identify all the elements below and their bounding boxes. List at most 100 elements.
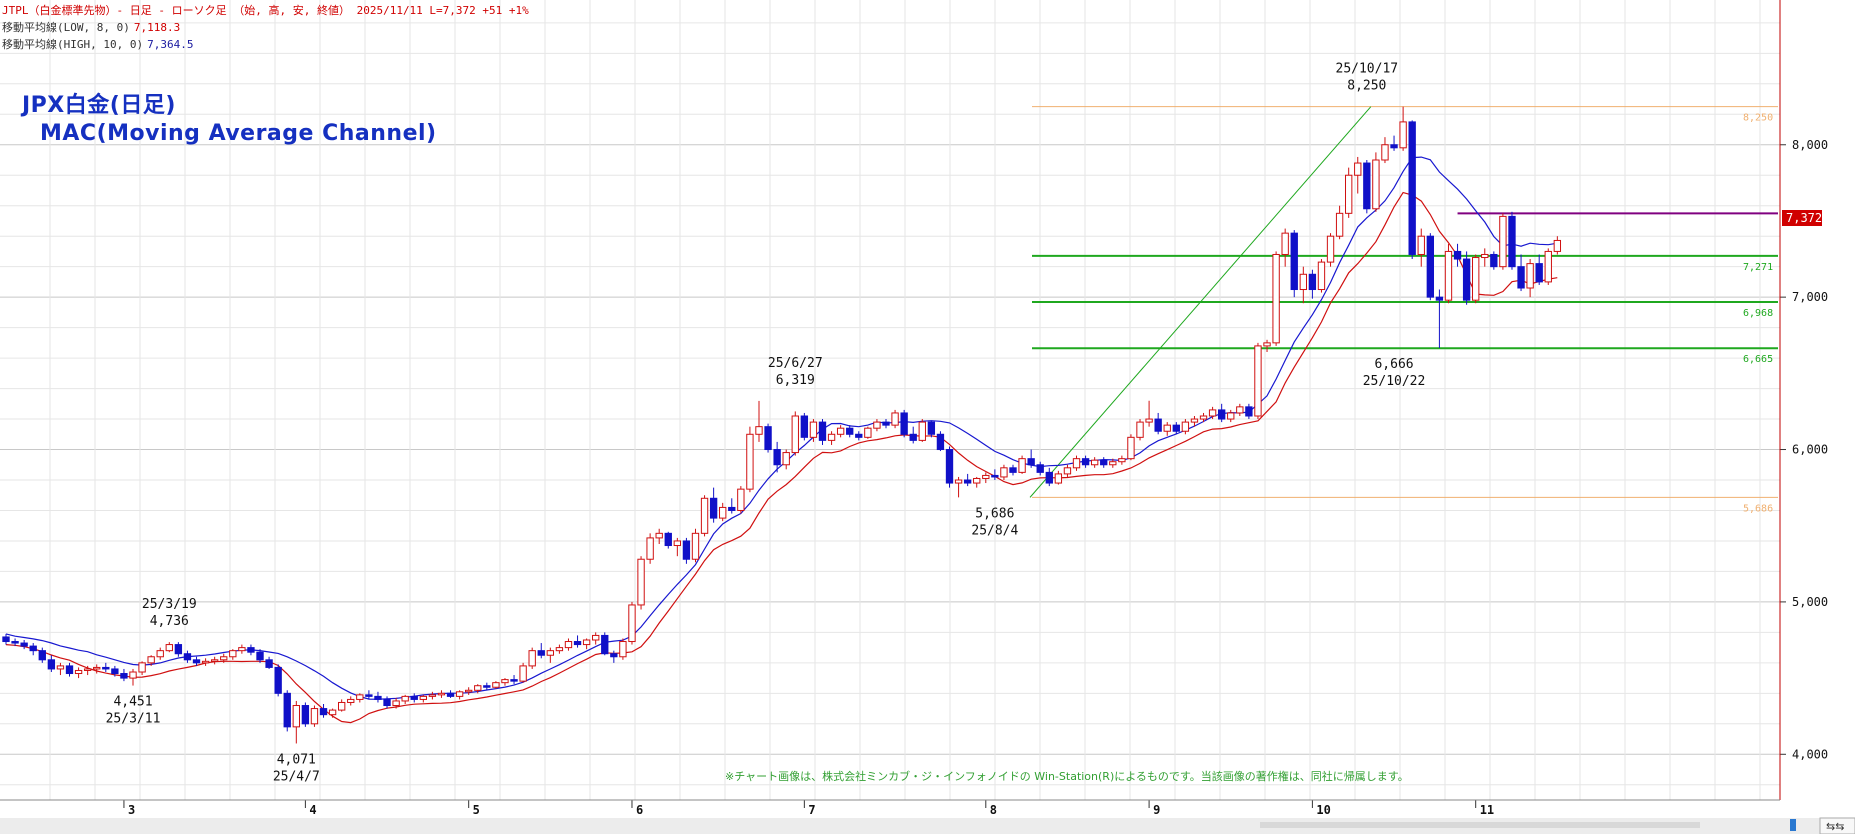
candle-up bbox=[165, 642, 173, 653]
candle-up bbox=[220, 653, 228, 663]
moving-average-layer bbox=[5, 156, 1558, 724]
candle-body bbox=[1227, 412, 1235, 420]
candle-down bbox=[601, 632, 609, 656]
candle-body bbox=[437, 692, 446, 696]
candle-down bbox=[1045, 467, 1053, 487]
candle-body bbox=[238, 647, 246, 652]
candle-down bbox=[256, 649, 264, 663]
candle-down bbox=[991, 469, 999, 480]
candle-up bbox=[156, 647, 164, 660]
candle-body bbox=[474, 685, 482, 691]
candle-body bbox=[392, 700, 400, 707]
ma-high-value: 7,364.5 bbox=[147, 38, 193, 51]
candle-down bbox=[274, 664, 282, 697]
candle-body bbox=[1063, 467, 1072, 475]
candle-body bbox=[1417, 235, 1425, 255]
candle-body bbox=[483, 685, 491, 688]
candle-up bbox=[1236, 403, 1244, 416]
candle-body bbox=[1172, 424, 1180, 432]
candle-body bbox=[719, 506, 727, 519]
candle-down bbox=[1390, 135, 1398, 151]
candle-body bbox=[1118, 458, 1126, 463]
candle-body bbox=[546, 650, 555, 656]
annotation-line-2: 25/8/4 bbox=[971, 523, 1018, 538]
candle-body bbox=[1281, 232, 1289, 255]
annotation-line-2: 25/3/11 bbox=[106, 712, 161, 727]
candle-body bbox=[1535, 263, 1543, 283]
header-line-2: 移動平均線(LOW, 8, 0) 7,118.3 bbox=[2, 20, 180, 34]
annotation-line-1: 25/3/19 bbox=[142, 597, 197, 612]
candle-body bbox=[954, 479, 963, 484]
candle-body bbox=[582, 639, 591, 646]
candle-up bbox=[392, 697, 400, 709]
candle-down bbox=[374, 691, 382, 703]
candle-body bbox=[1517, 266, 1525, 289]
candle-body bbox=[256, 651, 264, 661]
candle-body bbox=[846, 427, 854, 435]
zoom-handle[interactable] bbox=[1790, 819, 1796, 831]
candle-down bbox=[709, 487, 718, 523]
candle-body bbox=[11, 641, 19, 644]
candle-body bbox=[1272, 253, 1280, 344]
candle-body bbox=[873, 421, 881, 429]
candle-up bbox=[1199, 412, 1208, 423]
last-price-tag bbox=[1782, 210, 1822, 226]
candle-body bbox=[1544, 250, 1552, 283]
price-annotation: 4,071 25/4/7 bbox=[273, 752, 320, 784]
candle-up bbox=[827, 431, 836, 445]
fib-level-label: 6,665 bbox=[1743, 354, 1773, 365]
scroll-bar-thumb[interactable] bbox=[1260, 822, 1700, 828]
candle-up bbox=[1335, 205, 1344, 240]
candle-body bbox=[1190, 418, 1199, 423]
candle-down bbox=[510, 675, 518, 685]
candle-body bbox=[1317, 261, 1326, 291]
annotation-line-2: 4,736 bbox=[150, 614, 189, 629]
copyright-notice: ※チャート画像は、株式会社ミンカブ・ジ・インフォノイドの Win-Station… bbox=[725, 769, 1409, 783]
candle-body bbox=[791, 415, 799, 454]
candle-body bbox=[1254, 345, 1262, 417]
candle-up bbox=[1018, 455, 1026, 474]
candle-up bbox=[982, 472, 990, 484]
candle-body bbox=[1372, 159, 1380, 210]
candle-down bbox=[65, 662, 74, 677]
candle-down bbox=[11, 638, 19, 647]
candle-body bbox=[401, 695, 409, 702]
candle-up bbox=[592, 632, 600, 645]
candle-up bbox=[455, 690, 464, 700]
candle-body bbox=[1217, 409, 1226, 420]
ma-low-line bbox=[5, 191, 1558, 724]
candle-body bbox=[374, 695, 382, 700]
zoom-icon[interactable]: ⇆⇆ bbox=[1826, 820, 1844, 833]
candle-up bbox=[1354, 156, 1362, 194]
candle-body bbox=[573, 641, 582, 646]
candle-up bbox=[637, 556, 645, 610]
candle-up bbox=[74, 667, 83, 679]
candle-down bbox=[818, 419, 827, 445]
candle-down bbox=[855, 431, 863, 441]
candle-down bbox=[1154, 412, 1162, 435]
candle-down bbox=[29, 643, 37, 656]
candle-body bbox=[1472, 257, 1480, 301]
candle-up bbox=[474, 684, 482, 694]
y-tick-label: 6,000 bbox=[1792, 443, 1828, 457]
candle-body bbox=[428, 694, 437, 697]
candle-body bbox=[20, 642, 28, 647]
candle-body bbox=[537, 650, 545, 656]
candle-down bbox=[936, 431, 945, 452]
candle-up bbox=[56, 662, 65, 676]
candle-up bbox=[836, 425, 845, 438]
candle-down bbox=[728, 498, 736, 514]
candle-body bbox=[1081, 458, 1090, 466]
candle-body bbox=[882, 421, 890, 426]
candle-body bbox=[328, 709, 337, 716]
candle-body bbox=[1009, 467, 1017, 473]
candle-down bbox=[764, 423, 772, 453]
candle-body bbox=[319, 708, 328, 716]
candle-up bbox=[555, 644, 564, 654]
candle-down bbox=[682, 537, 691, 564]
candle-body bbox=[709, 497, 718, 519]
candle-up bbox=[519, 662, 527, 683]
ma-low-label: 移動平均線(LOW, 8, 0) bbox=[2, 20, 130, 34]
candle-body bbox=[646, 537, 654, 560]
x-tick-label: 9 bbox=[1153, 803, 1160, 817]
